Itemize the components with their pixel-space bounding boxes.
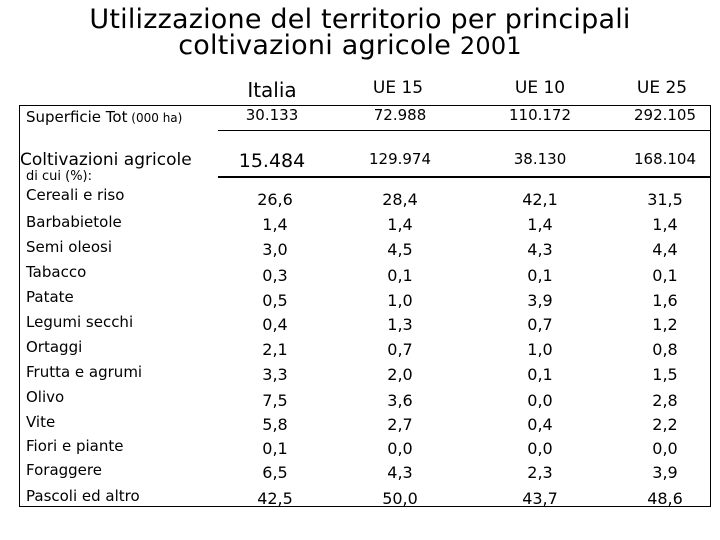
- table-frame: [19, 105, 711, 507]
- cell-value: 0,7: [527, 315, 553, 334]
- sublabel-di-cui: di cui (%):: [26, 169, 93, 184]
- column-header: UE 15: [372, 78, 424, 98]
- cell-value: 292.105: [633, 106, 697, 124]
- row-label: Vite: [26, 413, 56, 431]
- cell-value: 0,1: [527, 365, 553, 384]
- cell-value: 3,0: [262, 240, 288, 259]
- cell-value: 110.172: [508, 106, 572, 124]
- cell-value: 50,0: [382, 489, 418, 508]
- cell-value: 3,3: [262, 365, 288, 384]
- cell-value: 31,5: [647, 190, 683, 209]
- cell-value: 1,2: [652, 315, 678, 334]
- cell-value: 0,7: [387, 340, 413, 359]
- cell-value: 4,3: [387, 463, 413, 482]
- cell-value: 0,5: [262, 291, 288, 310]
- cell-value: 1,0: [527, 340, 553, 359]
- row-label: Frutta e agrumi: [26, 363, 143, 381]
- cell-value: 0,0: [387, 439, 413, 458]
- title-main: coltivazioni agricole: [178, 30, 452, 61]
- divider: [218, 176, 710, 178]
- cell-value: 2,7: [387, 415, 413, 434]
- cell-value: 3,9: [527, 291, 553, 310]
- cell-value: 0,8: [652, 340, 678, 359]
- superficie-label: Superficie Tot: [26, 108, 128, 126]
- cell-value: 0,0: [527, 391, 553, 410]
- cell-value: 1,4: [527, 215, 553, 234]
- cell-value: 48,6: [647, 489, 683, 508]
- cell-value: 168.104: [633, 150, 697, 168]
- row-label: Barbabietole: [26, 213, 122, 231]
- cell-value: 30.133: [245, 106, 299, 124]
- cell-value: 1,3: [387, 315, 413, 334]
- cell-value: 28,4: [382, 190, 418, 209]
- cell-value: 1,4: [387, 215, 413, 234]
- cell-value: 4,4: [652, 240, 678, 259]
- cell-value: 43,7: [522, 489, 558, 508]
- row-label: Tabacco: [26, 263, 87, 281]
- row-label: Semi oleosi: [26, 238, 113, 256]
- cell-value: 2,0: [387, 365, 413, 384]
- row-label: Ortaggi: [26, 338, 83, 356]
- cell-value: 7,5: [262, 391, 288, 410]
- cell-value: 1,4: [652, 215, 678, 234]
- column-header: UE 25: [636, 78, 688, 98]
- cell-value: 6,5: [262, 463, 288, 482]
- cell-value: 2,3: [527, 463, 553, 482]
- cell-value: 38.130: [513, 150, 567, 168]
- cell-value: 5,8: [262, 415, 288, 434]
- column-header: UE 10: [514, 78, 566, 98]
- cell-value: 4,5: [387, 240, 413, 259]
- cell-value: 72.988: [373, 106, 427, 124]
- row-label: Pascoli ed altro: [26, 487, 140, 505]
- cell-value: 26,6: [257, 190, 293, 209]
- row-label: Foraggere: [26, 461, 102, 479]
- superficie-unit: (000 ha): [127, 111, 183, 125]
- cell-value: 0,1: [527, 266, 553, 285]
- cell-value: 0,4: [527, 415, 553, 434]
- cell-value: 4,3: [527, 240, 553, 259]
- cell-value: 3,9: [652, 463, 678, 482]
- cell-value: 0,0: [652, 439, 678, 458]
- cell-value: 42,5: [257, 489, 293, 508]
- cell-value: 1,0: [387, 291, 413, 310]
- title-line-2: coltivazioni agricole 2001: [0, 31, 710, 61]
- cell-value: 3,6: [387, 391, 413, 410]
- cell-value: 0,1: [387, 266, 413, 285]
- cell-value: 15.484: [238, 150, 306, 172]
- cell-value: 2,1: [262, 340, 288, 359]
- title-year: 2001: [459, 32, 522, 60]
- row-label: Fiori e piante: [26, 437, 124, 455]
- cell-value: 42,1: [522, 190, 558, 209]
- row-label-coltivazioni: Coltivazioni agricole: [20, 150, 192, 170]
- cell-value: 1,5: [652, 365, 678, 384]
- cell-value: 0,4: [262, 315, 288, 334]
- cell-value: 1,6: [652, 291, 678, 310]
- cell-value: 1,4: [262, 215, 288, 234]
- row-label: Cereali e riso: [26, 186, 125, 204]
- row-label: Olivo: [26, 388, 65, 406]
- row-label: Patate: [26, 288, 74, 306]
- row-label: Legumi secchi: [26, 313, 134, 331]
- row-label-superficie: Superficie Tot (000 ha): [26, 108, 182, 126]
- cell-value: 129.974: [368, 150, 432, 168]
- divider: [218, 130, 710, 131]
- cell-value: 0,3: [262, 266, 288, 285]
- cell-value: 2,2: [652, 415, 678, 434]
- column-header: Italia: [247, 78, 297, 102]
- title-line-1: Utilizzazione del territorio per princip…: [89, 4, 631, 35]
- cell-value: 0,0: [527, 439, 553, 458]
- cell-value: 2,8: [652, 391, 678, 410]
- cell-value: 0,1: [262, 439, 288, 458]
- cell-value: 0,1: [652, 266, 678, 285]
